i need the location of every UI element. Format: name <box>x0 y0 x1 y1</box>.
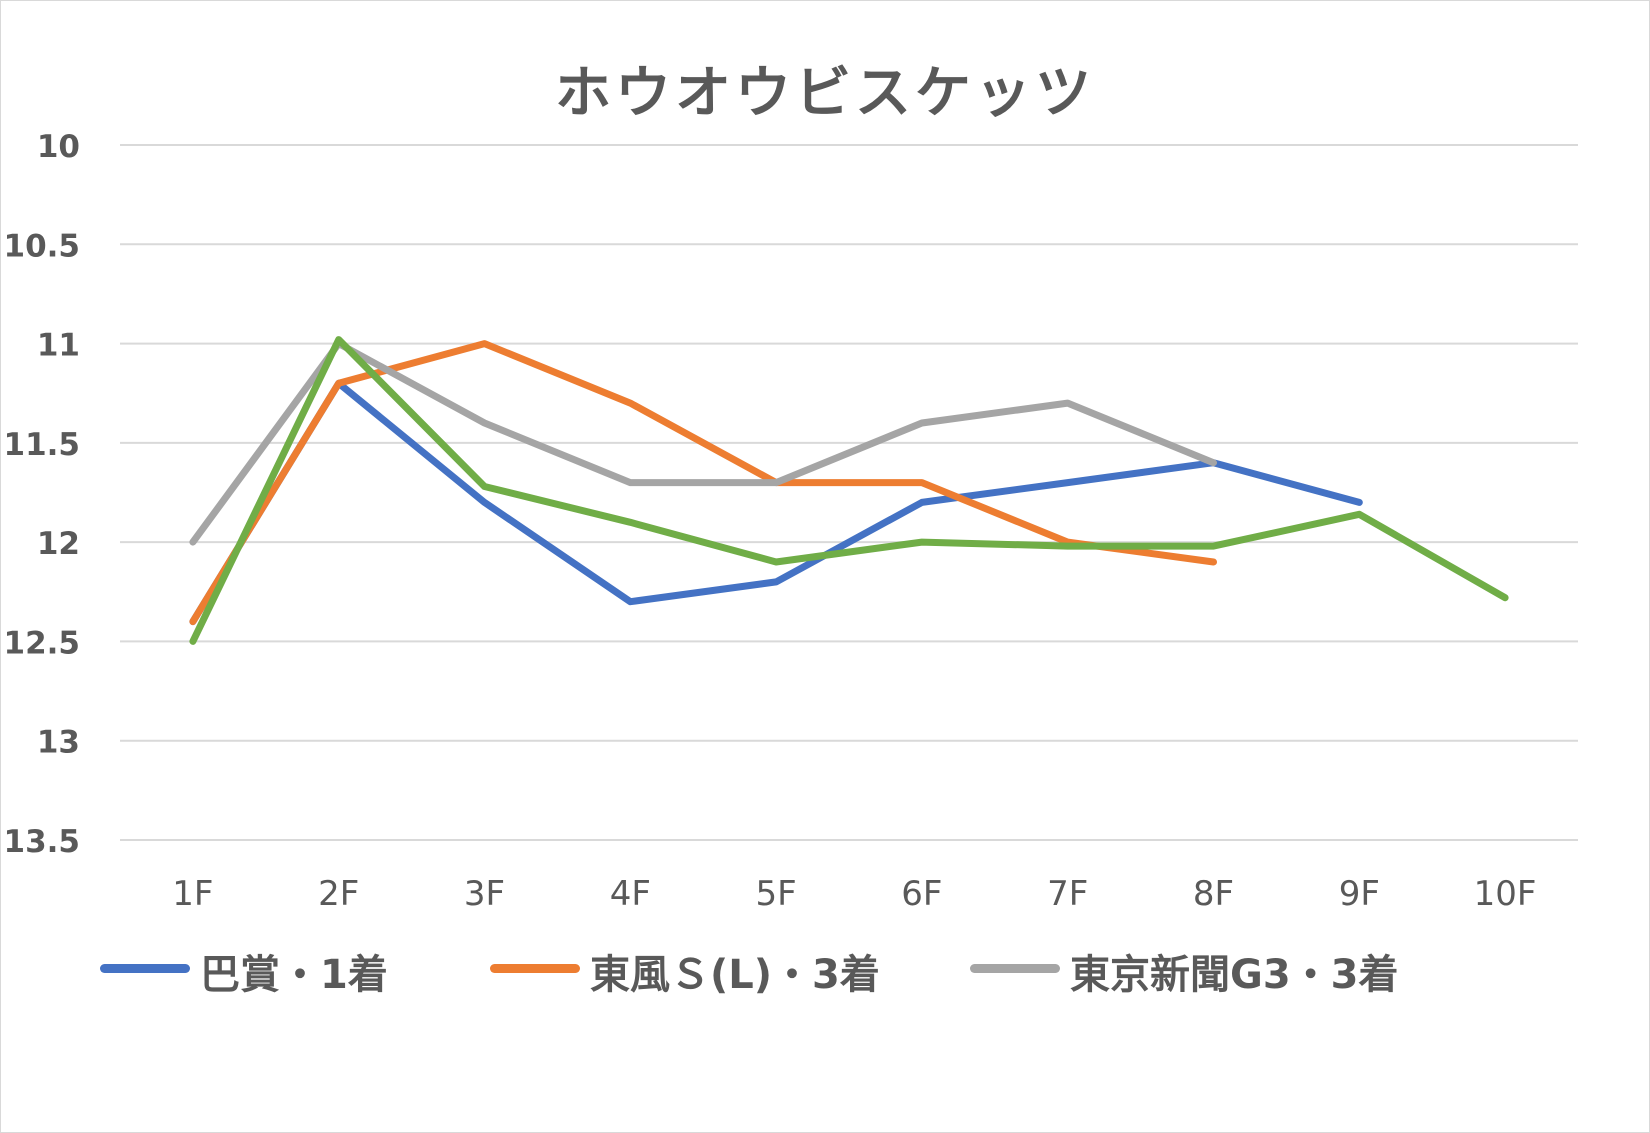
x-tick-label-8: 8F <box>1193 874 1234 914</box>
series-line-1 <box>189 379 1363 626</box>
gridlines <box>120 144 1578 841</box>
y-tick-label-4: 11.5 <box>4 427 81 463</box>
legend-label-series-2: 東風Ｓ(L)・3着 <box>590 952 880 998</box>
legend-swatch-series-3 <box>970 964 1060 973</box>
series-lines <box>189 336 1509 645</box>
x-tick-label-4: 4F <box>610 874 651 914</box>
x-tick-label-10: 10F <box>1474 874 1537 914</box>
y-tick-label-8: 13.5 <box>4 824 81 860</box>
legend-label-series-1: 巴賞・1着 <box>200 952 388 998</box>
y-tick-label-1: 10 <box>37 129 80 165</box>
series-line-3 <box>189 340 1217 546</box>
y-tick-label-2: 10.5 <box>4 228 81 264</box>
legend-swatch-series-1 <box>100 964 190 973</box>
x-tick-label-9: 9F <box>1339 874 1380 914</box>
x-axis-tick-labels: 1F 2F 3F 4F 5F 6F 7F 8F 9F 10F <box>172 874 1536 914</box>
y-axis-tick-labels: 10 10.5 11 11.5 12 12.5 13 13.5 <box>4 129 81 860</box>
y-tick-label-7: 13 <box>37 725 80 761</box>
x-tick-label-7: 7F <box>1047 874 1088 914</box>
x-tick-label-6: 6F <box>901 874 942 914</box>
series-line-4 <box>189 336 1509 645</box>
y-tick-label-3: 11 <box>37 328 80 364</box>
x-tick-label-3: 3F <box>464 874 505 914</box>
chart-title: ホウオウビスケッツ <box>555 61 1095 126</box>
x-tick-label-5: 5F <box>755 874 796 914</box>
legend-label-series-3: 東京新聞G3・3着 <box>1070 952 1399 998</box>
y-tick-label-5: 12 <box>37 526 80 562</box>
legend: 巴賞・1着 東風Ｓ(L)・3着 東京新聞G3・3着 <box>0 938 1650 998</box>
y-tick-label-6: 12.5 <box>4 625 81 661</box>
x-tick-label-2: 2F <box>318 874 359 914</box>
x-tick-label-1: 1F <box>172 874 213 914</box>
series-line-2 <box>189 340 1217 626</box>
legend-swatch-series-2 <box>490 964 580 973</box>
